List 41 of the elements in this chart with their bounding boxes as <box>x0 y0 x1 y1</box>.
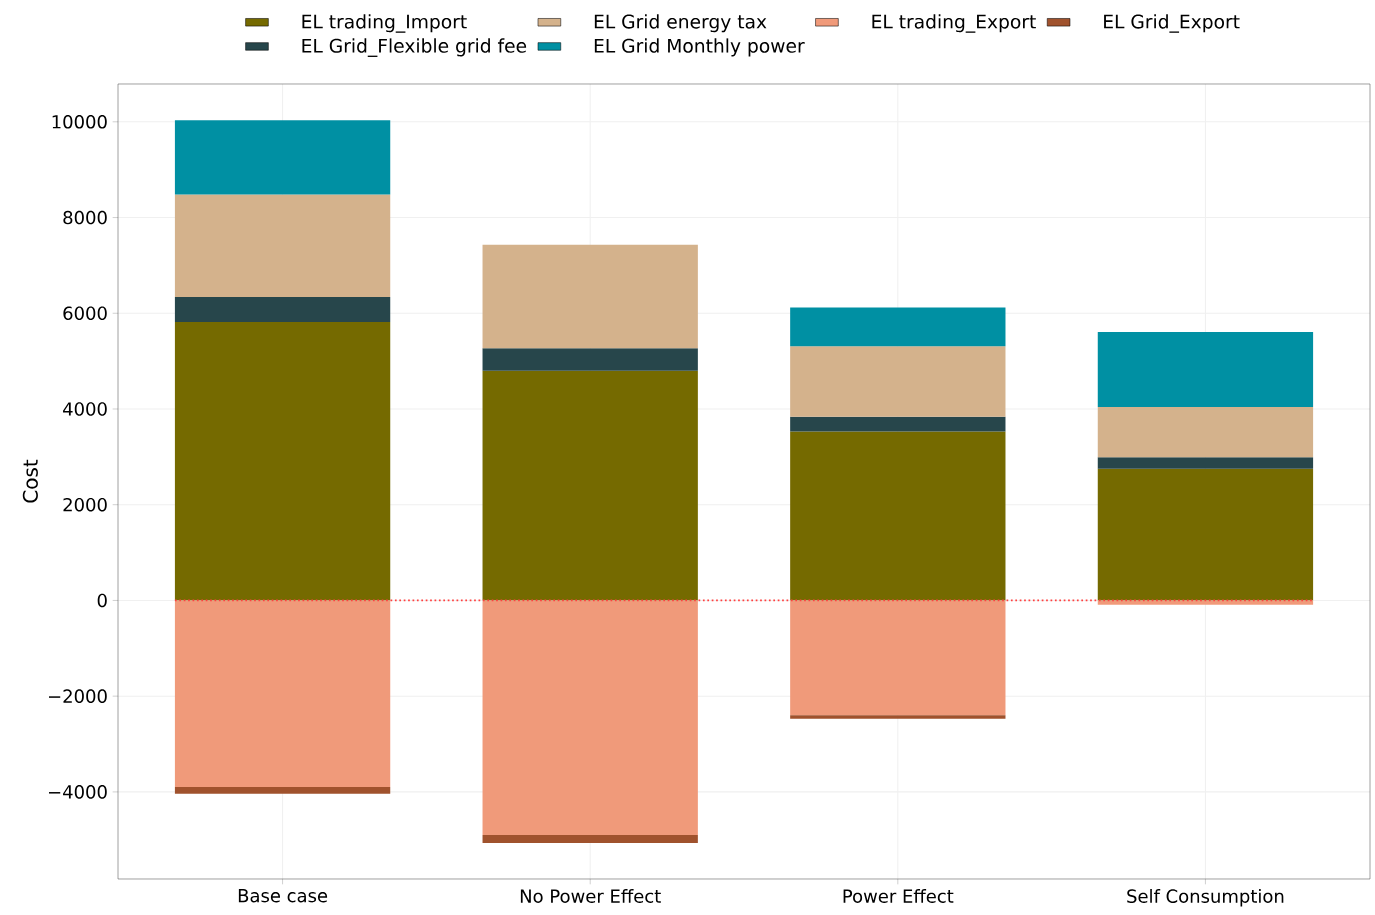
bar <box>790 715 1006 719</box>
x-tick-label: Power Effect <box>843 889 954 903</box>
bar <box>790 431 1006 601</box>
bar <box>1097 457 1314 469</box>
bar <box>790 600 1006 716</box>
bar <box>790 416 1006 432</box>
bar <box>174 296 391 322</box>
bar <box>174 600 391 788</box>
bar <box>790 346 1006 417</box>
bar <box>482 370 698 601</box>
legend-label: EL trading_Import <box>302 14 467 33</box>
bar <box>1097 331 1314 408</box>
bar <box>790 307 1006 347</box>
bar <box>174 194 391 297</box>
y-axis-title: Cost <box>22 459 38 503</box>
legend-label: EL Grid_Flexible grid fee <box>302 38 527 57</box>
bar <box>482 600 698 835</box>
y-tick-label: 0 <box>97 593 107 608</box>
bar <box>482 244 698 349</box>
x-tick-label: Base case <box>238 889 328 903</box>
legend-label: EL Grid energy tax <box>594 14 767 33</box>
bar <box>1097 407 1314 458</box>
y-tick-label: 10000 <box>52 115 107 129</box>
bar <box>1097 600 1314 605</box>
x-tick-label: No Power Effect <box>520 889 661 903</box>
bar <box>482 348 698 371</box>
y-tick-label: −2000 <box>48 689 107 703</box>
bar <box>482 834 698 844</box>
bar <box>174 787 391 794</box>
bar <box>174 120 391 195</box>
legend-label: EL Grid Monthly power <box>594 38 805 57</box>
y-tick-label: −4000 <box>48 785 107 799</box>
y-tick-label: 4000 <box>63 402 107 416</box>
bar <box>1097 468 1314 601</box>
y-tick-label: 8000 <box>63 210 107 225</box>
y-tick-label: 6000 <box>63 306 107 321</box>
x-tick-label: Self Consumption <box>1127 889 1284 907</box>
legend-label: EL Grid_Export <box>1104 14 1240 33</box>
legend-label: EL trading_Export <box>872 14 1036 33</box>
y-tick-label: 2000 <box>63 497 107 512</box>
bar <box>174 321 391 601</box>
